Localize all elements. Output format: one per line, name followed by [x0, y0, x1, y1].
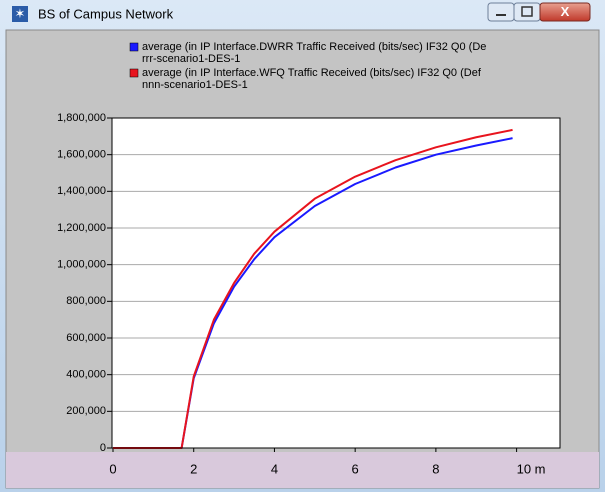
y-tick-label: 1,400,000 — [57, 185, 106, 197]
x-tick-label: 0 — [109, 461, 116, 476]
legend-swatch — [129, 68, 139, 78]
legend-scenario: rrr-scenario1-DES-1 — [142, 53, 240, 65]
legend-swatch — [129, 42, 139, 52]
plot-area — [112, 118, 560, 448]
close-glyph: X — [561, 4, 570, 19]
series-line — [113, 128, 513, 449]
y-tick-label: 400,000 — [66, 369, 106, 381]
x-tick-label: 8 — [432, 461, 439, 476]
y-tick-label: 1,600,000 — [57, 149, 106, 161]
app-icon — [12, 6, 28, 22]
x-axis-band — [6, 452, 599, 488]
y-tick-label: 0 — [100, 442, 106, 454]
close-button[interactable] — [539, 2, 591, 22]
x-tick-label: 10 m — [517, 461, 546, 476]
y-tick-label: 800,000 — [66, 295, 106, 307]
x-tick-label: 4 — [271, 461, 278, 476]
x-tick-label: 6 — [352, 461, 359, 476]
y-tick-label: 1,800,000 — [57, 112, 106, 124]
minimize-button[interactable] — [487, 2, 515, 22]
y-tick-label: 200,000 — [66, 405, 106, 417]
legend-label: average (in IP Interface.WFQ Traffic Rec… — [142, 67, 482, 79]
maximize-glyph — [521, 6, 533, 17]
app-icon-glyph: ✶ — [15, 6, 26, 21]
maximize-button[interactable] — [513, 2, 541, 22]
plot-border — [111, 117, 561, 449]
legend-scenario: nnn-scenario1-DES-1 — [142, 79, 248, 91]
y-tick-label: 1,200,000 — [57, 222, 106, 234]
y-tick-label: 1,000,000 — [57, 259, 106, 271]
x-tick-label: 2 — [190, 461, 197, 476]
window-title: BS of Campus Network — [38, 6, 174, 21]
y-tick-label: 600,000 — [66, 332, 106, 344]
legend-label: average (in IP Interface.DWRR Traffic Re… — [142, 41, 486, 53]
